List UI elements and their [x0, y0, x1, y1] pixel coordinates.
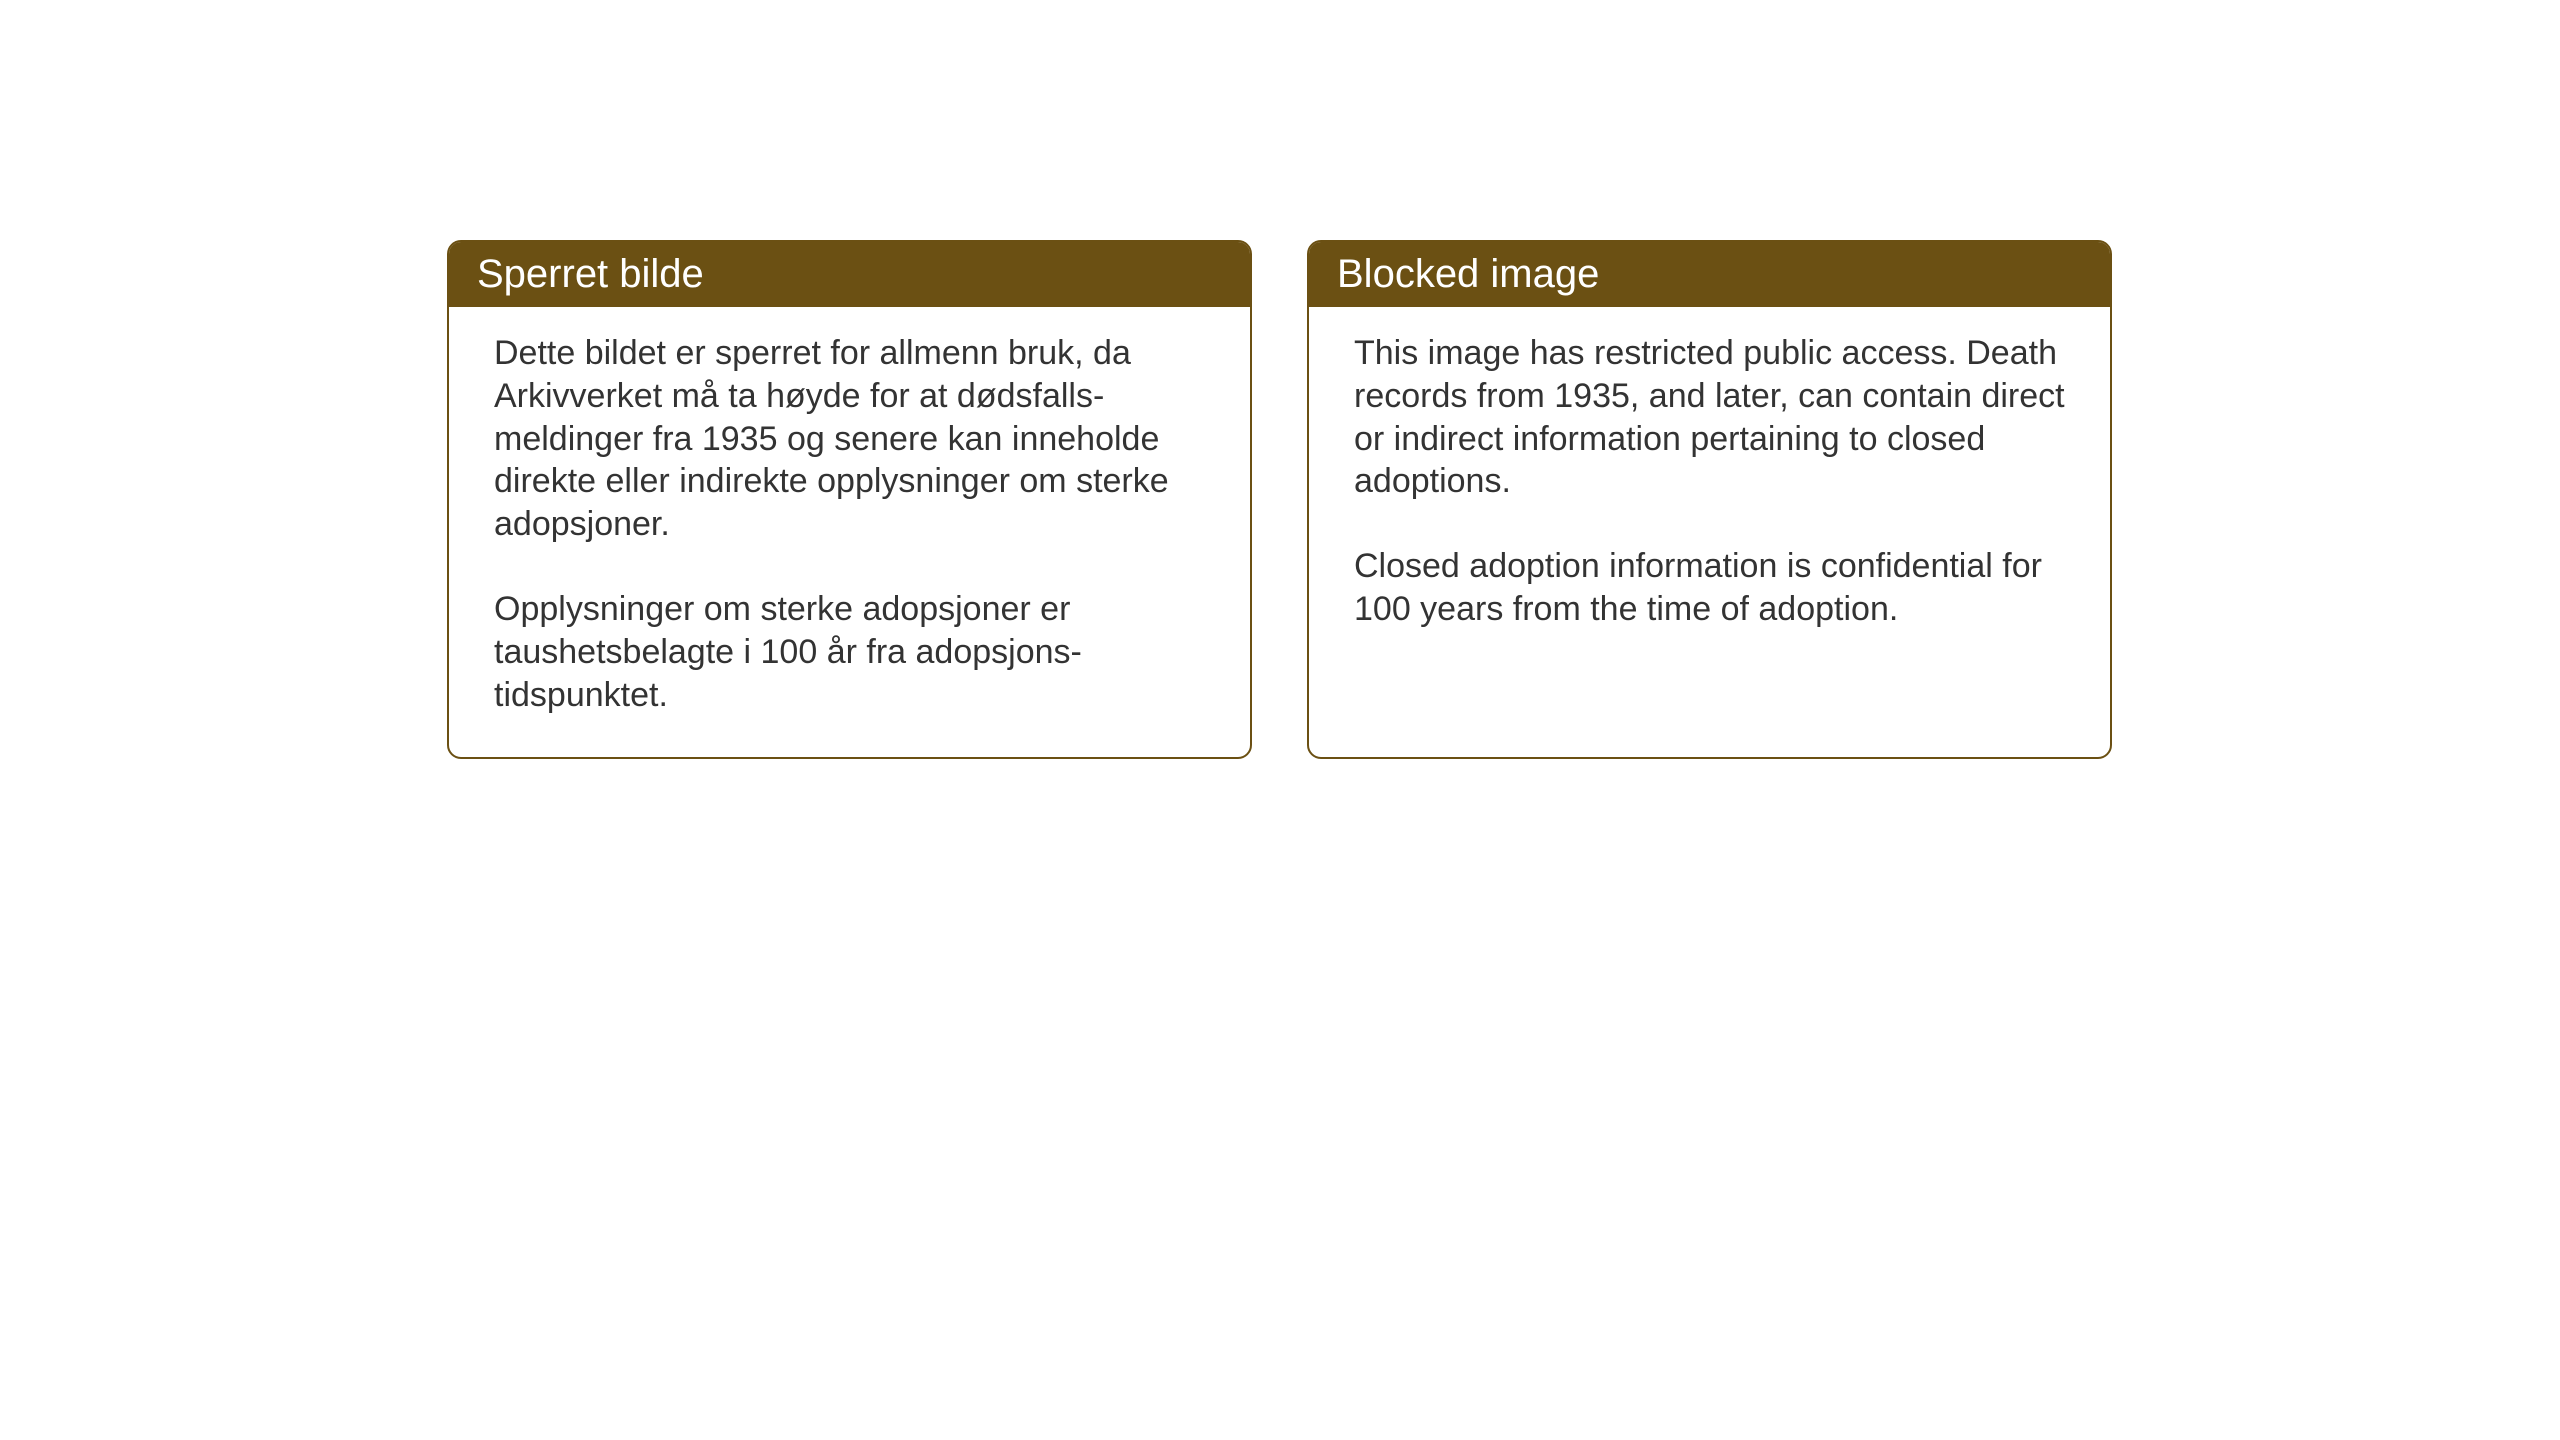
card-body-norwegian: Dette bildet er sperret for allmenn bruk…	[449, 307, 1250, 757]
card-title-english: Blocked image	[1337, 252, 1599, 296]
card-body-english: This image has restricted public access.…	[1309, 307, 2110, 747]
notice-container: Sperret bilde Dette bildet er sperret fo…	[447, 240, 2112, 759]
card-paragraph-1-norwegian: Dette bildet er sperret for allmenn bruk…	[494, 332, 1205, 546]
card-header-norwegian: Sperret bilde	[449, 242, 1250, 307]
card-paragraph-2-norwegian: Opplysninger om sterke adopsjoner er tau…	[494, 588, 1205, 716]
notice-card-norwegian: Sperret bilde Dette bildet er sperret fo…	[447, 240, 1252, 759]
card-paragraph-1-english: This image has restricted public access.…	[1354, 332, 2065, 503]
card-header-english: Blocked image	[1309, 242, 2110, 307]
notice-card-english: Blocked image This image has restricted …	[1307, 240, 2112, 759]
card-paragraph-2-english: Closed adoption information is confident…	[1354, 545, 2065, 631]
card-title-norwegian: Sperret bilde	[477, 252, 704, 296]
